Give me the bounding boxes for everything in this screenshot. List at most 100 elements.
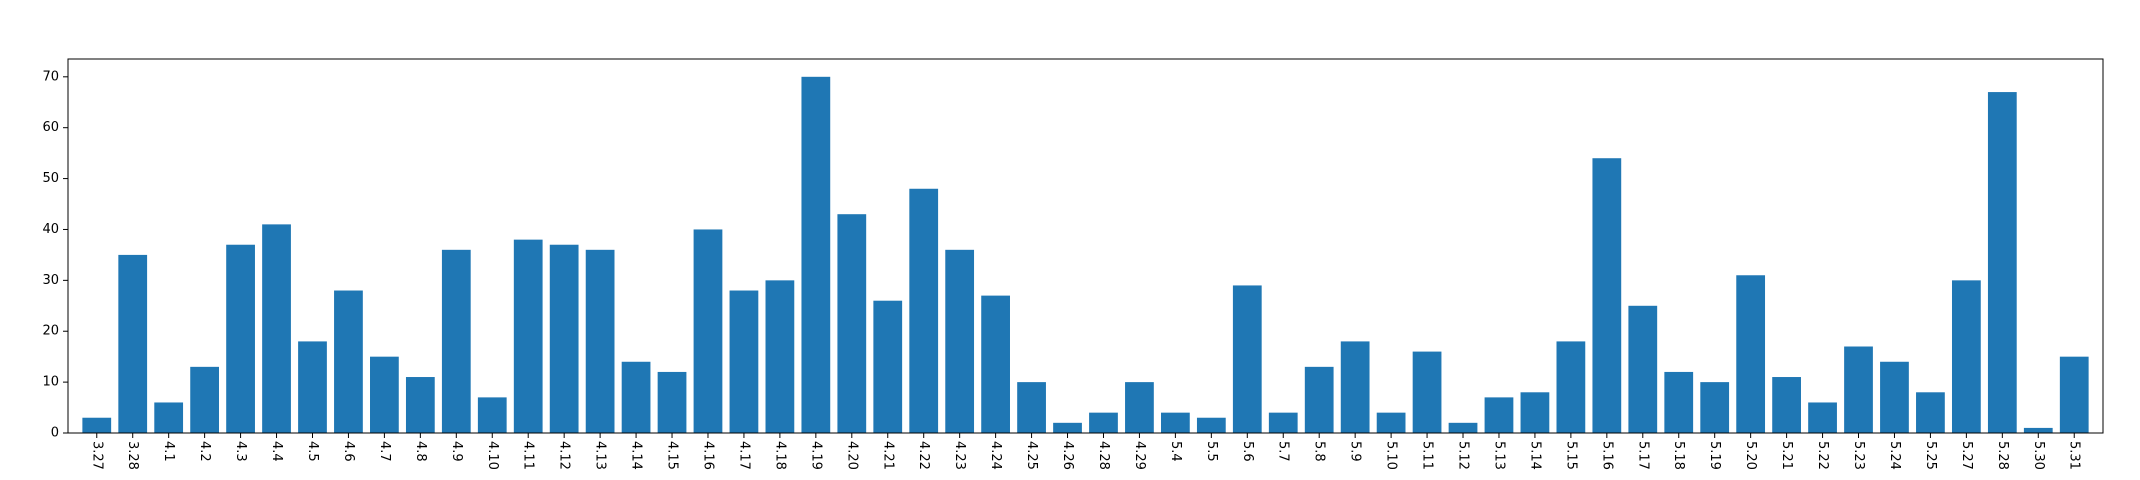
x-tick-label: 5.17	[1635, 441, 1650, 470]
bar-5.22	[1808, 402, 1837, 433]
x-tick-label: 5.30	[2031, 441, 2046, 470]
x-tick-label: 4.12	[557, 441, 572, 470]
x-tick-label: 4.22	[916, 441, 931, 470]
x-tick-label: 5.15	[1563, 441, 1578, 470]
x-tick-label: 5.7	[1276, 441, 1291, 462]
bar-5.10	[1376, 412, 1406, 433]
x-tick-label: 5.20	[1743, 441, 1758, 470]
x-tick-label: 5.10	[1384, 441, 1399, 470]
bar-4.22	[909, 188, 939, 433]
x-tick-label: 3.28	[125, 441, 140, 470]
x-tick-label: 5.23	[1851, 441, 1866, 470]
bar-5.17	[1628, 305, 1658, 433]
bars-layer	[82, 76, 2089, 433]
x-tick-label: 5.18	[1671, 441, 1686, 470]
bar-5.4	[1161, 412, 1190, 433]
x-tick-label: 5.16	[1599, 441, 1614, 470]
x-tick-label: 5.19	[1707, 441, 1722, 470]
bar-4.25	[1017, 382, 1046, 433]
bar-5.30	[2023, 427, 2053, 433]
x-tick-label: 5.11	[1420, 441, 1435, 470]
x-tick-label: 4.10	[485, 441, 500, 470]
x-tick-label: 4.8	[413, 441, 428, 462]
bar-4.15	[657, 371, 687, 433]
bar-4.28	[1089, 412, 1118, 433]
x-tick-label: 5.25	[1923, 441, 1938, 470]
bar-4.18	[765, 280, 795, 433]
bar-4.19	[801, 76, 831, 433]
bar-4.29	[1125, 382, 1154, 433]
y-axis: 0 10 20 30 40 50 60 70	[42, 69, 68, 441]
x-tick-label: 5.22	[1815, 441, 1830, 470]
x-tick-label: 4.6	[341, 441, 356, 462]
x-tick-label: 5.4	[1168, 441, 1183, 462]
x-tick-label: 4.25	[1024, 441, 1039, 470]
bar-5.21	[1772, 377, 1801, 433]
y-tick-label: 30	[42, 273, 59, 288]
y-tick-label: 60	[42, 120, 59, 135]
bar-4.3	[226, 244, 255, 433]
x-tick-label: 4.17	[736, 441, 751, 470]
x-tick-label: 4.26	[1060, 441, 1075, 470]
bar-4.26	[1053, 422, 1082, 433]
bar-4.5	[298, 341, 327, 433]
y-tick-label: 70	[42, 69, 59, 84]
x-tick-label: 5.31	[2067, 441, 2082, 470]
bar-4.9	[441, 249, 471, 433]
x-tick-label: 5.8	[1312, 441, 1327, 462]
bar-5.28	[1987, 92, 2017, 433]
bar-4.4	[262, 224, 291, 433]
x-tick-label: 4.9	[449, 441, 464, 462]
x-tick-label: 4.21	[880, 441, 895, 470]
x-tick-label: 5.24	[1887, 441, 1902, 470]
bar-4.7	[370, 356, 399, 433]
bar-4.12	[549, 244, 579, 433]
bar-5.19	[1700, 382, 1730, 433]
bar-5.23	[1844, 346, 1873, 433]
bar-4.24	[981, 295, 1010, 433]
bar-5.15	[1556, 341, 1586, 433]
bar-5.24	[1880, 361, 1909, 433]
bar-5.13	[1484, 397, 1514, 433]
x-tick-label: 4.13	[593, 441, 608, 470]
bar-5.9	[1340, 341, 1370, 433]
bar-5.7	[1268, 412, 1298, 433]
bar-5.27	[1951, 280, 1981, 433]
bar-5.25	[1916, 392, 1945, 433]
x-tick-label: 4.23	[952, 441, 967, 470]
bar-5.8	[1304, 366, 1334, 433]
x-tick-label: 4.1	[161, 441, 176, 462]
x-tick-label: 4.2	[197, 441, 212, 462]
x-tick-label: 5.5	[1204, 441, 1219, 462]
bar-5.11	[1412, 351, 1442, 433]
x-tick-label: 4.16	[700, 441, 715, 470]
bar-4.8	[405, 377, 435, 433]
bar-3.27	[82, 417, 112, 433]
x-tick-label: 5.14	[1527, 441, 1542, 470]
bar-3.28	[118, 254, 148, 433]
bar-4.6	[334, 290, 363, 433]
x-tick-label: 5.28	[1995, 441, 2010, 470]
x-tick-label: 4.20	[844, 441, 859, 470]
x-tick-label: 4.4	[269, 441, 284, 462]
x-tick-label: 4.5	[305, 441, 320, 462]
x-tick-label: 5.13	[1491, 441, 1506, 470]
y-tick-label: 20	[42, 324, 59, 339]
x-tick-label: 4.29	[1132, 441, 1147, 470]
x-tick-label: 5.6	[1240, 441, 1255, 462]
bar-5.5	[1196, 417, 1226, 433]
bar-5.20	[1736, 275, 1766, 433]
x-tick-label: 3.27	[89, 441, 104, 470]
bar-4.20	[837, 214, 867, 433]
bar-4.13	[585, 249, 615, 433]
x-tick-label: 4.3	[233, 441, 248, 462]
bar-5.16	[1592, 158, 1622, 433]
bar-5.6	[1232, 285, 1262, 433]
x-tick-label: 4.7	[377, 441, 392, 462]
bar-4.10	[477, 397, 507, 433]
x-tick-label: 5.12	[1456, 441, 1471, 470]
x-tick-label: 5.27	[1959, 441, 1974, 470]
x-tick-label: 4.18	[772, 441, 787, 470]
bar-4.17	[729, 290, 759, 433]
